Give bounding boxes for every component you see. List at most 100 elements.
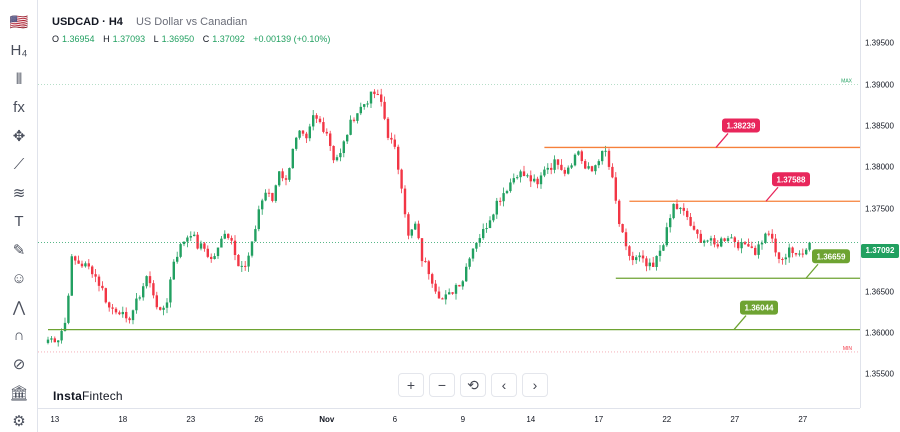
- time-tick: 22: [662, 415, 672, 424]
- scroll-right-button[interactable]: ›: [522, 373, 548, 397]
- instafintech-logo: InstaFintech: [53, 389, 123, 403]
- candle-body: [604, 150, 607, 152]
- indicators-icon[interactable]: fx: [13, 99, 25, 116]
- us-flag-icon[interactable]: 🇺🇸: [9, 14, 29, 31]
- candle-body: [716, 244, 719, 247]
- magnet-icon[interactable]: ∩: [13, 327, 25, 344]
- eye-icon[interactable]: ⊘: [12, 356, 26, 373]
- candle-body: [706, 240, 709, 242]
- level-label-box: [812, 249, 850, 264]
- candle-body: [553, 159, 556, 170]
- candle-body: [519, 171, 522, 178]
- logo-light: Fintech: [82, 389, 123, 403]
- candle-body: [369, 91, 373, 104]
- candle-body: [757, 244, 760, 255]
- timeframe-icon[interactable]: H₄: [10, 42, 28, 59]
- candle-body: [570, 165, 573, 168]
- level-label-box: [740, 300, 778, 315]
- candle-body: [182, 241, 186, 245]
- candle-body: [747, 244, 750, 247]
- candle-body: [709, 238, 713, 241]
- fib-icon[interactable]: ≋: [12, 185, 26, 202]
- candle-body: [414, 223, 417, 230]
- candle-body: [628, 246, 631, 256]
- candle-body: [679, 207, 682, 209]
- price-tick: 1.37500: [865, 204, 894, 214]
- candle-body: [767, 233, 770, 235]
- candle-body: [556, 159, 560, 165]
- zoom-out-button[interactable]: −: [429, 373, 455, 397]
- candle-body: [808, 242, 811, 250]
- candle-body: [539, 175, 543, 185]
- candle-body: [267, 192, 271, 194]
- symbol-label[interactable]: USDCAD · H4: [52, 16, 123, 28]
- candle-body: [390, 137, 393, 140]
- candle-body: [750, 246, 753, 248]
- candle-body: [84, 263, 87, 267]
- level-label-box: [722, 118, 760, 133]
- symbol-description: US Dollar vs Canadian: [135, 16, 248, 28]
- time-tick: 17: [594, 415, 604, 424]
- candle-body: [152, 283, 155, 296]
- price-tick: 1.38000: [865, 162, 894, 172]
- candle-body: [288, 168, 291, 180]
- level-label-text: 1.36659: [817, 252, 846, 261]
- candle-body: [638, 255, 641, 258]
- candle-body: [584, 161, 587, 169]
- candle-body: [138, 297, 141, 299]
- high-value: 1.37093: [112, 34, 146, 44]
- candle-body: [754, 247, 757, 255]
- trendline-icon[interactable]: ⟋: [13, 156, 25, 173]
- candle-body: [686, 210, 689, 217]
- price-axis[interactable]: 1.39500 1.39000 1.38500 1.38000 1.37500 1.370…: [860, 0, 900, 408]
- text-icon[interactable]: T: [14, 213, 24, 230]
- candle-body: [281, 171, 284, 179]
- bank-icon[interactable]: 🏛: [9, 384, 29, 402]
- scroll-left-button[interactable]: ‹: [491, 373, 517, 397]
- zoom-in-button[interactable]: +: [398, 373, 424, 397]
- crosshair-icon[interactable]: ✥: [12, 128, 26, 145]
- smiley-icon[interactable]: ☺: [11, 270, 27, 287]
- level-connector: [715, 133, 729, 148]
- candle-body: [77, 260, 80, 264]
- min-label: MIN: [843, 346, 853, 352]
- candlestick-chart[interactable]: MAX MIN 1.38239 1.37588 1.36659 1.36044: [38, 0, 860, 408]
- reset-icon[interactable]: ⟲: [460, 373, 486, 397]
- candle-body: [50, 338, 53, 340]
- candle-body: [87, 263, 90, 267]
- candle-body: [696, 229, 699, 234]
- price-tick: 1.36500: [865, 287, 894, 296]
- candle-body: [213, 256, 216, 260]
- candle-body: [645, 258, 648, 267]
- candle-body: [393, 139, 396, 147]
- chart-area[interactable]: MAX MIN 1.38239 1.37588 1.36659 1.36044: [38, 0, 860, 408]
- candle-body: [128, 318, 131, 321]
- candle-body: [723, 238, 726, 241]
- settings-icon[interactable]: ⚙: [12, 413, 26, 430]
- level-connector: [765, 186, 779, 202]
- candle-body: [94, 274, 97, 277]
- brush-icon[interactable]: ✎: [12, 242, 26, 259]
- open-label: O: [52, 34, 60, 44]
- candle-body: [720, 238, 723, 247]
- time-axis[interactable]: 13 18 23 26 Nov 6 9 14 17 22 27 27: [38, 408, 860, 432]
- candle-body: [60, 330, 63, 341]
- candle-body: [216, 247, 220, 257]
- candle-body: [597, 161, 600, 166]
- candle-body: [196, 234, 199, 249]
- candle-body: [434, 283, 437, 292]
- level-label-box: [772, 172, 810, 187]
- candle-body: [91, 266, 94, 275]
- candle-body: [424, 261, 427, 263]
- pattern-icon[interactable]: ⋀: [12, 299, 26, 316]
- candle-body: [692, 225, 696, 230]
- candle-body: [131, 310, 135, 321]
- candles-icon[interactable]: ⫴: [15, 70, 23, 88]
- candle-body: [162, 307, 165, 310]
- candle-body: [522, 171, 526, 177]
- candle-body: [295, 137, 298, 149]
- candle-body: [560, 164, 563, 170]
- candle-body: [70, 256, 73, 296]
- candle-body: [220, 238, 223, 248]
- candle-body: [516, 177, 519, 179]
